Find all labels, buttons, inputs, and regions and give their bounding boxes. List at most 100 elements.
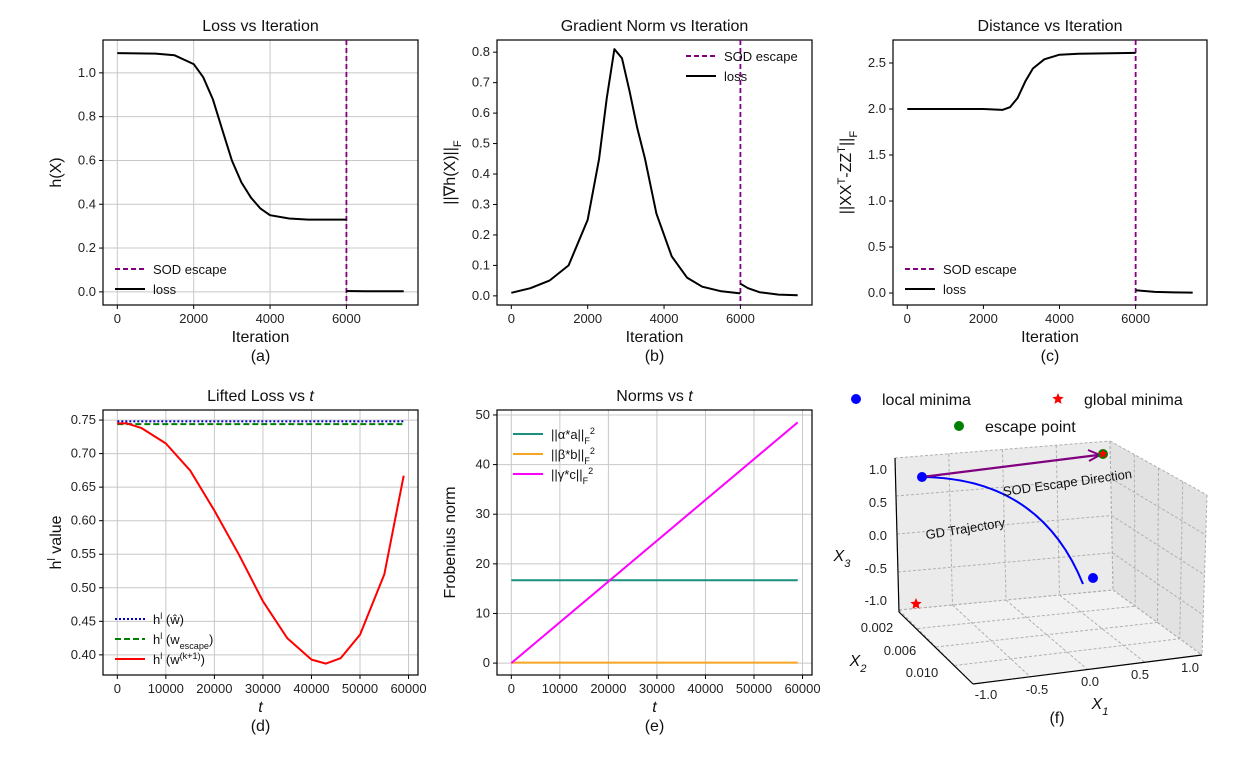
- global-minimum-point: [1098, 449, 1108, 458]
- local-minimum-point: [917, 472, 927, 482]
- y-axis-label: ||XXT-ZZT||F: [836, 131, 860, 215]
- y-tick-label: 2.0: [868, 101, 886, 116]
- y-tick-label: 10: [476, 605, 490, 620]
- text-part: 2: [590, 426, 595, 436]
- text-part: Frobenius norm: [442, 486, 459, 598]
- y-tick-label: 0.4: [78, 196, 96, 211]
- x-tick-label: 20000: [196, 681, 232, 696]
- text-part: ): [48, 157, 65, 162]
- grid-line: [1179, 481, 1184, 639]
- series-line: [511, 48, 741, 295]
- y-tick-label: 0.55: [71, 546, 96, 561]
- panel-e: 0 10000 20000 30000 40000 50000 60000 0 10 20 30 40…: [442, 388, 821, 735]
- x-axis-label: Iteration: [1021, 329, 1079, 346]
- text-part: h: [48, 561, 65, 570]
- grid-line: [917, 605, 1136, 629]
- y-tick-label: 0.60: [71, 513, 96, 528]
- y-tick-label: 0.2: [472, 227, 490, 242]
- y-axis-label: ||∇h(X)||F: [442, 140, 464, 205]
- x-tick-label: 50000: [342, 681, 378, 696]
- legend-label: loss: [724, 69, 748, 84]
- text-part: h: [153, 612, 160, 627]
- x-tick-label: 40000: [293, 681, 329, 696]
- y-tick-label: 0.1: [472, 257, 490, 272]
- text-part: F: [584, 436, 590, 446]
- text-part: -ZZ: [838, 153, 855, 178]
- grid-line: [1201, 494, 1208, 656]
- y-tick-label: 0.8: [472, 44, 490, 59]
- text-part: F: [583, 476, 589, 486]
- x-tick-label: 0: [508, 311, 515, 326]
- y-tick-label: 0: [483, 655, 490, 670]
- x1-tick-label: -1.0: [975, 687, 997, 702]
- x-tick-label: 6000: [332, 311, 361, 326]
- y-tick-label: 0.0: [868, 285, 886, 300]
- text-part: t: [688, 388, 693, 405]
- y-tick-label: 0.0: [78, 284, 96, 299]
- series-line: [510, 421, 799, 664]
- x1-tick-label: 0.5: [1131, 667, 1149, 682]
- y-tick-label: 0.4: [472, 166, 490, 181]
- text-part: ||∇h(X)||: [442, 147, 459, 205]
- series-line: [907, 51, 1136, 111]
- sod-escape-arrow: [921, 453, 1099, 479]
- text-part: ||γ*c||: [551, 467, 583, 482]
- legend-label: ||γ*c||F2: [551, 466, 593, 486]
- x2-axis: [898, 611, 974, 685]
- x2-tick-label: 0.010: [906, 665, 939, 680]
- x1-axis: [972, 654, 1203, 685]
- text-part: l: [160, 631, 162, 641]
- grid-line: [1005, 599, 1088, 670]
- legend-label: hl (wescape): [153, 631, 213, 651]
- text-part: l: [160, 611, 162, 621]
- x-tick-label: 10000: [542, 681, 578, 696]
- y-axis-label: Frobenius norm: [442, 486, 459, 598]
- x-tick-label: 2000: [969, 311, 998, 326]
- text-part: ||α*a||: [551, 427, 584, 442]
- y-tick-label: 50: [476, 407, 490, 422]
- y-tick-label: 20: [476, 556, 490, 571]
- axes-frame: [496, 409, 813, 676]
- x-tick-label: 0: [904, 311, 911, 326]
- y-tick-label: 0.7: [472, 75, 490, 90]
- x-tick-label: 10000: [148, 681, 184, 696]
- series-line: [739, 282, 798, 297]
- chart-title: Distance vs Iteration: [978, 18, 1123, 35]
- text-part: value: [48, 515, 65, 558]
- text-part: X: [48, 162, 65, 173]
- y-tick-label: 0.3: [472, 196, 490, 211]
- axes-frame: [892, 39, 1208, 306]
- gd-trajectory: [921, 476, 1084, 585]
- x-tick-label: 4000: [650, 311, 679, 326]
- text-part: ): [209, 632, 213, 647]
- y-tick-label: 2.5: [868, 55, 886, 70]
- x-tick-label: 4000: [1045, 311, 1074, 326]
- y-tick-label: 0.6: [78, 152, 96, 167]
- text-part: T: [836, 146, 848, 153]
- axes-frame: [496, 39, 813, 306]
- y-axis-label: h(X): [48, 157, 65, 187]
- x3-axis-label: X3: [833, 548, 852, 570]
- chart-title: Norms vs t: [616, 388, 693, 405]
- y-tick-label: 1.5: [868, 147, 886, 162]
- legend-marker-circle: [851, 394, 861, 404]
- axis-sub: 1: [1102, 706, 1108, 718]
- text-part: l: [160, 651, 162, 661]
- subplot-label: (a): [251, 348, 271, 365]
- grid-line: [1059, 594, 1146, 663]
- global-minimum-point: [910, 598, 922, 609]
- legend-marker-star: [1052, 393, 1064, 404]
- grid-line: [1133, 454, 1136, 607]
- y-tick-label: 0.2: [78, 240, 96, 255]
- text-part: l: [46, 558, 58, 561]
- legend-label: hl (w(k+1)): [153, 651, 205, 667]
- x3-tick-label: 0.0: [869, 528, 887, 543]
- x3-tick-label: 1.0: [869, 462, 887, 477]
- x1-tick-label: -0.5: [1026, 682, 1048, 697]
- text-part: (w: [162, 652, 180, 667]
- text-part: 2: [590, 446, 595, 456]
- y-tick-label: 0.65: [71, 479, 96, 494]
- panel-b: 0 2000 4000 6000 0.0 0.1 0.2 0.3 0.4 0.5 0.6 0.7 0.8…: [442, 18, 813, 365]
- grid-line: [954, 638, 1180, 666]
